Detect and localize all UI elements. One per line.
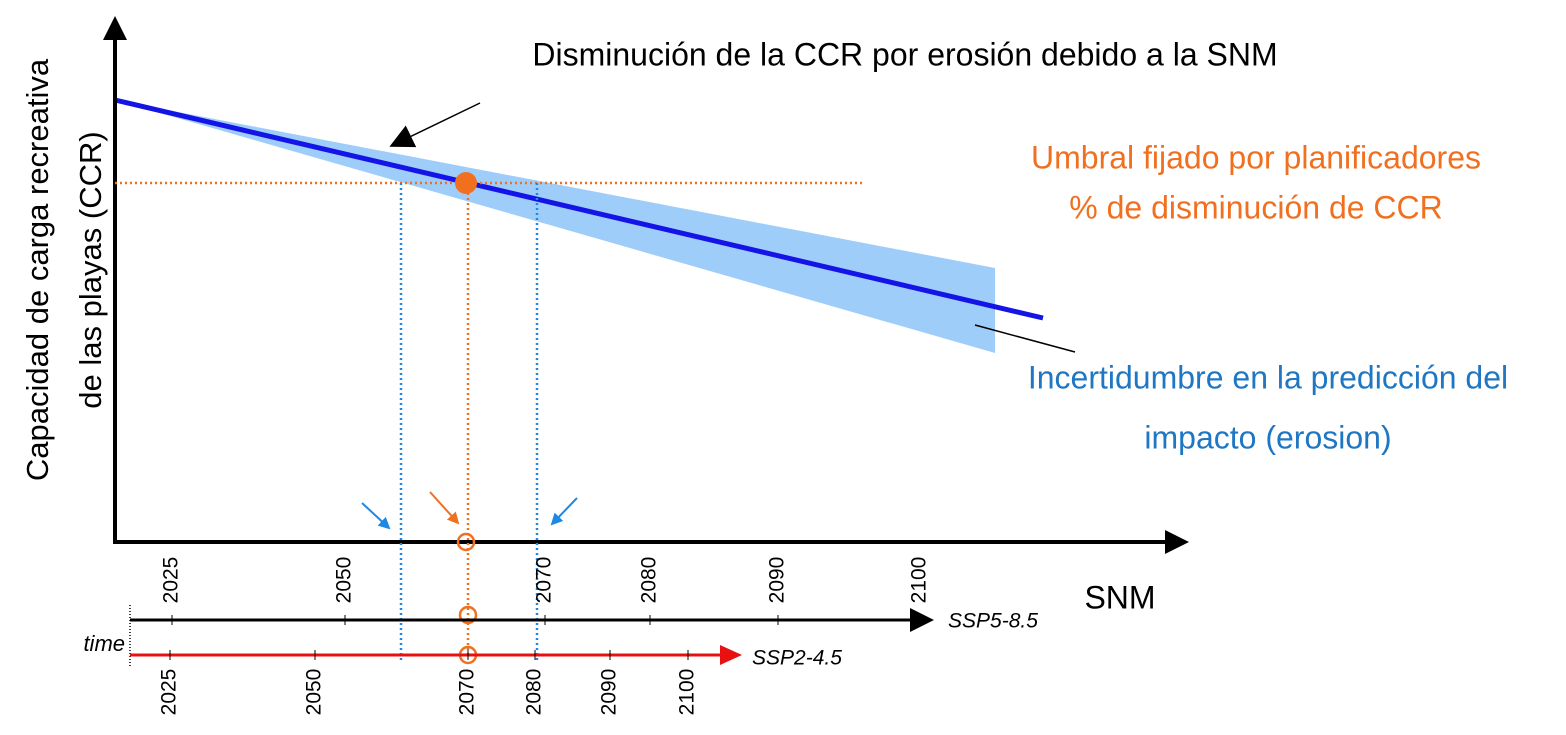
timeline-name: SSP2-4.5 — [752, 647, 842, 670]
tick-label: 2050 — [333, 557, 356, 604]
tick-label: 2080 — [523, 669, 546, 716]
threshold-label: Umbral fijado por planificadores — [1031, 139, 1481, 175]
timeline-arrow — [720, 645, 742, 665]
time-marker — [458, 605, 478, 625]
snm-marker — [456, 532, 476, 552]
pointer — [389, 102, 481, 148]
tick-label: 2090 — [598, 669, 621, 716]
pointer — [429, 491, 460, 525]
pointer — [361, 502, 391, 530]
tick-label: 2025 — [160, 557, 183, 604]
tick-label: 2100 — [908, 557, 931, 604]
pointer — [550, 497, 578, 526]
tick-label: 2070 — [533, 557, 556, 604]
threshold-point — [455, 172, 477, 194]
tick-label: 2050 — [303, 669, 326, 716]
uncertainty-label: impacto (erosion) — [1144, 419, 1391, 455]
timeline-name: SSP5-8.5 — [948, 610, 1038, 633]
y-axis-label: Capacidad de carga recreativa — [20, 58, 55, 481]
tick-label: 2025 — [158, 669, 181, 716]
uncertainty-label: Incertidumbre en la predicción del — [1028, 359, 1508, 395]
uncertainty-band — [115, 100, 995, 353]
tick-label: 2100 — [676, 669, 699, 716]
threshold-label: % de disminución de CCR — [1069, 189, 1443, 225]
x-axis-label: SNM — [1084, 579, 1155, 615]
time-label: time — [83, 631, 125, 656]
tick-label: 2070 — [456, 669, 479, 716]
tick-label: 2080 — [638, 557, 661, 604]
tick-label: 2090 — [766, 557, 789, 604]
y-axis-label: de las playas (CCR) — [73, 131, 108, 408]
pointer — [974, 324, 1076, 353]
ccr-line — [114, 97, 1044, 321]
title: Disminución de la CCR por erosión debido… — [532, 36, 1277, 72]
